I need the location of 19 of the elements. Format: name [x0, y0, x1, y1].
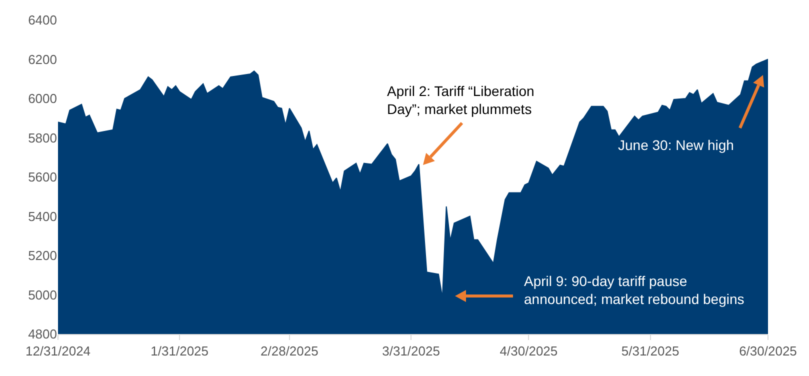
x-tick-label: 3/31/2025: [382, 344, 440, 359]
y-tick-label: 6200: [28, 52, 57, 67]
x-tick-label: 6/30/2025: [739, 344, 797, 359]
y-tick-label: 5600: [28, 170, 57, 185]
x-tick-label: 4/30/2025: [500, 344, 558, 359]
y-tick-label: 5000: [28, 287, 57, 302]
y-tick-label: 5200: [28, 248, 57, 264]
annotation: June 30: New high: [618, 137, 734, 153]
y-tick-label: 6400: [28, 12, 57, 28]
y-tick-label: 4800: [28, 326, 57, 342]
annotation: April 2: Tariff “Liberation Day”; market plummets: [387, 83, 534, 118]
y-tick-label: 6000: [28, 91, 57, 106]
x-tick-label: 1/31/2025: [150, 344, 209, 359]
annotation: April 9: 90-day tariff pause announced; market rebound begins: [524, 273, 744, 308]
y-tick-label: 5400: [28, 208, 57, 224]
x-tick-label: 12/31/2024: [25, 344, 91, 359]
y-tick-label: 5800: [28, 130, 57, 146]
x-tick-label: 5/31/2025: [621, 344, 680, 359]
x-tick-label: 2/28/2025: [260, 344, 318, 359]
